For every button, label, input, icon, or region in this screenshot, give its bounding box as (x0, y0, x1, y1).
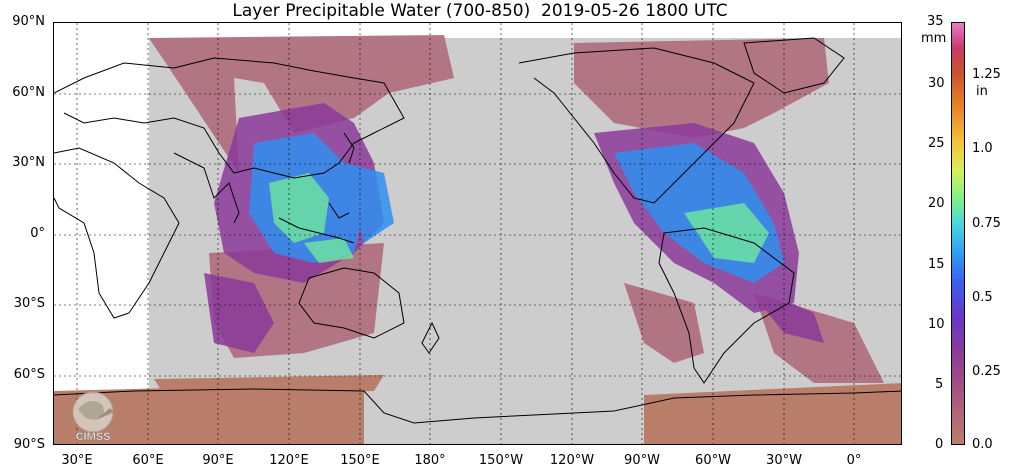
lat-label-90s: 90°S (13, 437, 45, 452)
lat-label-60n: 60°N (12, 85, 45, 100)
lon-label-150e: 150°E (340, 453, 380, 468)
colorbar-in-000: 0.0 (972, 437, 993, 452)
lat-label-30n: 30°N (12, 155, 45, 170)
colorbar-mm-top: 35 (927, 14, 944, 29)
lon-label-120w: 120°W (549, 453, 595, 468)
lon-label-60e: 60°E (132, 453, 164, 468)
lat-label-0: 0° (30, 226, 45, 241)
cimss-globe-logo-icon: CIMSS (72, 391, 114, 443)
lat-label-60s: 60°S (13, 367, 45, 382)
lon-label-120e: 120°E (269, 453, 309, 468)
colorbar-in-125: 1.25 (972, 67, 1001, 82)
coastlines (54, 37, 901, 424)
lon-label-180: 180° (414, 453, 446, 468)
lon-label-90e: 90°E (202, 453, 234, 468)
colorbar-mm-0: 0 (935, 437, 944, 452)
colorbar-mm-15: 15 (928, 257, 945, 272)
lon-label-90w: 90°W (624, 453, 660, 468)
lat-label-30s: 30°S (13, 296, 45, 311)
colorbar-in-100: 1.0 (972, 141, 993, 156)
colorbar-in-075: 0.75 (972, 216, 1001, 231)
colorbar-in-unit: in (976, 84, 988, 99)
colorbar-in-025: 0.25 (972, 364, 1001, 379)
lon-label-30w: 30°W (766, 453, 802, 468)
colorbar-mm-5: 5 (935, 377, 944, 392)
cimss-logo: CIMSS (58, 388, 128, 444)
colorbar-mm-30: 30 (928, 76, 945, 91)
lon-label-0: 0° (846, 453, 862, 468)
lon-label-60w: 60°W (695, 453, 731, 468)
map-title: Layer Precipitable Water (700-850) 2019-… (232, 1, 728, 21)
colorbar-in-050: 0.5 (972, 290, 993, 305)
map-canvas (54, 23, 901, 444)
graticule (54, 23, 901, 444)
colorbar-mm-25: 25 (928, 136, 945, 151)
lon-label-150w: 150°W (478, 453, 524, 468)
colorbar-mm-10: 10 (928, 317, 945, 332)
lon-label-30e: 30°E (61, 453, 93, 468)
lat-label-90n: 90°N (12, 14, 45, 29)
colorbar-mm-20: 20 (928, 196, 945, 211)
pw-field-peak (269, 173, 769, 263)
colorbar (951, 22, 965, 445)
precipitable-water-map[interactable] (53, 22, 902, 445)
cimss-logo-text: CIMSS (76, 431, 111, 443)
colorbar-mm-unit: mm (921, 31, 947, 46)
